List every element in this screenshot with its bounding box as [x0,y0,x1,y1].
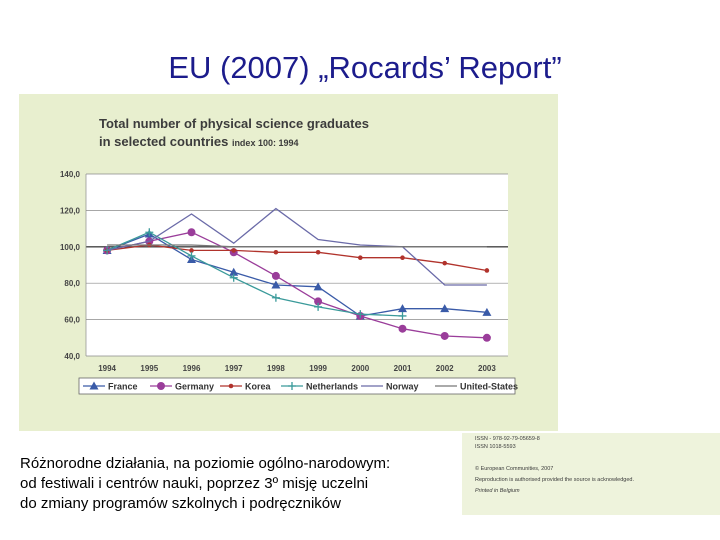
x-tick-label: 1995 [140,364,158,373]
point-germany [272,272,280,280]
legend-label-korea: Korea [245,382,272,392]
legend-marker-germany [157,382,165,390]
printed-line: Printed in Belgium [475,488,520,496]
chart-panel: Total number of physical science graduat… [19,94,558,431]
x-tick-label: 1996 [183,364,201,373]
point-korea [231,248,236,253]
x-tick-label: 2001 [394,364,412,373]
x-tick-label: 1997 [225,364,243,373]
isbn-line: ISSN - 978-92-79-05659-8 [475,436,540,444]
x-tick-label: 1999 [309,364,327,373]
legend-label-united-states: United-States [460,382,518,392]
caption-line-1: Różnorodne działania, na poziomie ogólno… [20,454,470,474]
y-tick-label: 140,0 [60,170,81,179]
y-tick-label: 60,0 [64,316,80,325]
x-tick-label: 1994 [98,364,116,373]
x-tick-label: 2003 [478,364,496,373]
legend-label-france: France [108,382,138,392]
chart-subtitle: index 100: 1994 [232,138,299,148]
chart-title-line-2: in selected countries index 100: 1994 [99,134,298,149]
slide-title: EU (2007) „Rocards’ Report” [0,50,720,86]
point-korea [400,255,405,260]
point-korea [274,250,279,255]
line-chart: Total number of physical science graduat… [19,94,558,431]
caption: Różnorodne działania, na poziomie ogólno… [20,454,470,514]
issn-line: ISSN 1018-5593 [475,444,516,452]
y-tick-label: 100,0 [60,243,81,252]
point-korea [442,261,447,266]
x-tick-label: 1998 [267,364,285,373]
caption-line-2: od festiwali i centrów nauki, poprzez 3º… [20,474,470,494]
caption-line-3: do zmiany programów szkolnych i podręczn… [20,494,470,514]
y-tick-label: 40,0 [64,352,80,361]
legend-marker-korea [229,384,234,389]
legend-label-germany: Germany [175,382,214,392]
copyright-line: © European Communities, 2007 [475,466,553,474]
y-tick-label: 120,0 [60,206,81,215]
x-tick-label: 2002 [436,364,454,373]
legend-label-netherlands: Netherlands [306,382,358,392]
point-germany [483,334,491,342]
chart-title-line-1: Total number of physical science graduat… [99,116,369,131]
point-germany [188,228,196,236]
point-germany [399,325,407,333]
point-germany [441,332,449,340]
legend: France Germany Korea Netherlands Norway Unite… [79,378,518,394]
legend-label-norway: Norway [386,382,419,392]
point-korea [358,255,363,260]
reproduction-line: Reproduction is authorised provided the … [475,477,634,485]
y-tick-label: 80,0 [64,279,80,288]
point-korea [485,268,490,273]
point-korea [316,250,321,255]
imprint-box: ISSN - 978-92-79-05659-8 ISSN 1018-5593 … [462,433,720,515]
x-tick-label: 2000 [351,364,369,373]
